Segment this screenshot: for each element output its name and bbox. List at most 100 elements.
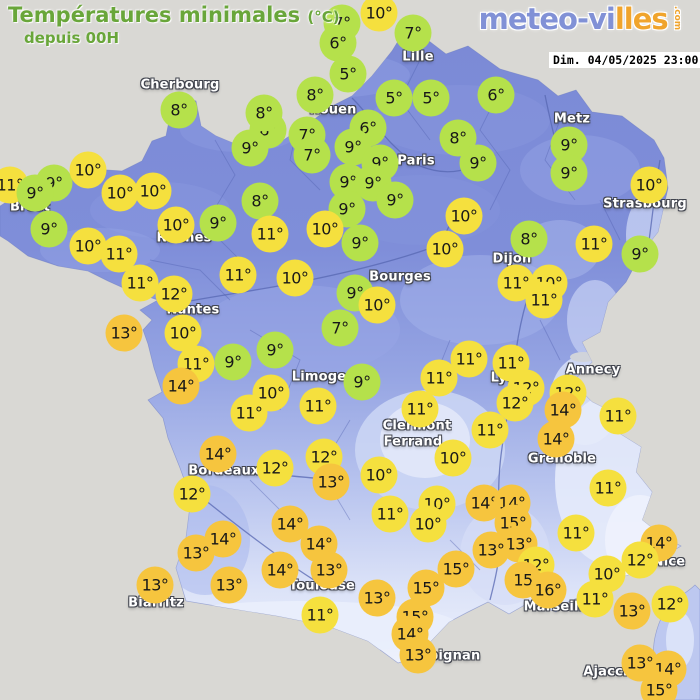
temp-bubble: 5° xyxy=(329,55,367,93)
temp-bubble: 11° xyxy=(371,495,409,533)
temp-bubble: 9° xyxy=(621,235,659,273)
temp-bubble: 9° xyxy=(30,210,68,248)
page-title: Températures minimales (°C) xyxy=(8,3,340,27)
temp-bubble: 12° xyxy=(621,541,659,579)
temp-bubble: 10° xyxy=(426,230,464,268)
temp-bubble: 8° xyxy=(510,220,548,258)
temp-bubble: 12° xyxy=(651,585,689,623)
temp-bubble: 9° xyxy=(376,181,414,219)
temp-bubble: 13° xyxy=(177,534,215,572)
temp-bubble: 13° xyxy=(210,566,248,604)
temp-bubble: 11° xyxy=(301,596,339,634)
temp-bubble: 10° xyxy=(157,206,195,244)
temp-bubble: 8° xyxy=(439,119,477,157)
city-label-grenoble: Grenoble xyxy=(527,451,597,467)
temp-bubble: 9° xyxy=(199,204,237,242)
city-label-ferrand: Ferrand xyxy=(383,434,443,450)
temp-bubble: 11° xyxy=(121,264,159,302)
temp-bubble: 13° xyxy=(613,592,651,630)
meteo-villes-logo[interactable]: meteo-villes .com xyxy=(479,2,692,36)
city-label-strasbourg: Strasbourg xyxy=(603,196,687,212)
page-subtitle: depuis 00H xyxy=(24,29,120,47)
datetime-bar: Dim. 04/05/2025 23:00 xyxy=(549,52,700,68)
temp-bubble: 13° xyxy=(105,314,143,352)
city-label-paris: Paris xyxy=(397,153,435,169)
temp-bubble: 11° xyxy=(251,215,289,253)
temp-bubble: 10° xyxy=(360,0,398,32)
temp-bubble: 7° xyxy=(321,309,359,347)
temp-bubble: 9° xyxy=(343,363,381,401)
logo-part-blue: meteo-vi xyxy=(478,2,616,36)
temp-bubble: 12° xyxy=(256,449,294,487)
city-label-annecy: Annecy xyxy=(565,362,621,378)
temp-bubble: 13° xyxy=(136,566,174,604)
temp-bubble: 10° xyxy=(360,456,398,494)
temp-bubble: 10° xyxy=(434,439,472,477)
temp-bubble: 9° xyxy=(334,128,372,166)
temp-bubble: 10° xyxy=(276,259,314,297)
temp-bubble: 11° xyxy=(219,256,257,294)
temp-bubble: 13° xyxy=(399,636,437,674)
temp-bubble: 13° xyxy=(310,551,348,589)
temp-bubble: 10° xyxy=(445,197,483,235)
temp-bubble: 9° xyxy=(550,154,588,192)
temp-bubble: 7° xyxy=(293,136,331,174)
temp-bubble: 11° xyxy=(497,264,535,302)
temp-bubble: 8° xyxy=(160,91,198,129)
temp-bubble: 11° xyxy=(471,411,509,449)
temp-bubble: 11° xyxy=(401,390,439,428)
temp-bubble: 14° xyxy=(261,551,299,589)
temp-bubble: 11° xyxy=(589,469,627,507)
temp-bubble: 10° xyxy=(306,210,344,248)
temp-bubble: 8° xyxy=(296,76,334,114)
temp-bubble: 10° xyxy=(101,174,139,212)
temp-bubble: 11° xyxy=(557,514,595,552)
temp-bubble: 10° xyxy=(69,151,107,189)
city-label-bourges: Bourges xyxy=(369,269,431,285)
title-unit: (°C) xyxy=(307,8,340,26)
temp-bubble: 6° xyxy=(319,24,357,62)
temp-bubble: 5° xyxy=(375,79,413,117)
temp-bubble: 9° xyxy=(214,343,252,381)
temp-bubble: 14° xyxy=(199,435,237,473)
temp-bubble: 13° xyxy=(472,531,510,569)
temp-bubble: 15° xyxy=(437,550,475,588)
temp-bubble: 12° xyxy=(155,275,193,313)
temp-bubble: 10° xyxy=(164,314,202,352)
temp-bubble: 10° xyxy=(409,505,447,543)
temp-bubble: 11° xyxy=(599,397,637,435)
logo-part-orange: lles xyxy=(614,2,669,36)
temp-bubble: 10° xyxy=(69,227,107,265)
temp-bubble: 13° xyxy=(312,463,350,501)
temp-bubble: 10° xyxy=(252,374,290,412)
temp-bubble: 15° xyxy=(640,671,678,700)
temp-bubble: 9° xyxy=(231,129,269,167)
temp-bubble: 10° xyxy=(630,166,668,204)
temp-bubble: 9° xyxy=(256,331,294,369)
temp-bubble: 9° xyxy=(459,144,497,182)
temp-bubble: 11° xyxy=(420,359,458,397)
temp-bubble: 9° xyxy=(16,174,54,212)
temp-bubble: 10° xyxy=(134,172,172,210)
temp-bubble: 8° xyxy=(241,182,279,220)
logo-tld: .com xyxy=(671,5,682,31)
temp-bubble: 8° xyxy=(245,94,283,132)
city-label-cherbourg: Cherbourg xyxy=(140,77,220,93)
temp-bubble: 11° xyxy=(576,580,614,618)
temp-bubble: 14° xyxy=(537,420,575,458)
city-label-limoges: Limoges xyxy=(291,369,355,385)
city-label-lille: Lille xyxy=(402,49,434,65)
temp-bubble: 12° xyxy=(496,384,534,422)
title-text: Températures minimales xyxy=(8,3,301,27)
temp-bubble: 10° xyxy=(358,286,396,324)
temp-bubble: 9° xyxy=(341,224,379,262)
temp-bubble: 5° xyxy=(412,79,450,117)
temp-bubble: 12° xyxy=(173,475,211,513)
temp-bubble: 11° xyxy=(575,225,613,263)
city-label-metz: Metz xyxy=(553,111,591,127)
temp-bubble: 6° xyxy=(477,76,515,114)
temp-bubble: 11° xyxy=(450,340,488,378)
temp-bubble: 16° xyxy=(529,571,567,609)
